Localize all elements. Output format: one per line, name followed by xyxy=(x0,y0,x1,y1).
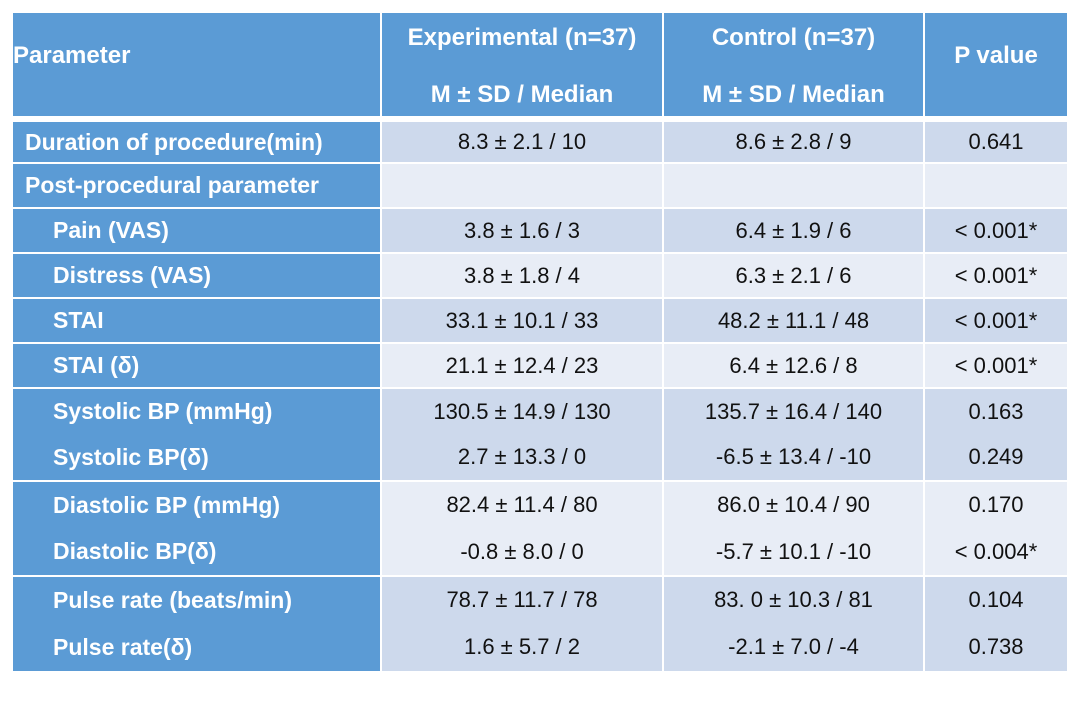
row-p-value: < 0.001* xyxy=(924,252,1067,298)
row-control: -5.7 ± 10.1 / -10 xyxy=(663,528,925,576)
table-row: Pulse rate(δ) 1.6 ± 5.7 / 2 -2.1 ± 7.0 /… xyxy=(13,623,1067,671)
row-p-value: < 0.001* xyxy=(924,342,1067,388)
header-row: Parameter Experimental (n=37) M ± SD / M… xyxy=(13,13,1067,122)
table-row: Distress (VAS) 3.8 ± 1.8 / 4 6.3 ± 2.1 /… xyxy=(13,252,1067,298)
row-p-value: 0.738 xyxy=(924,623,1067,671)
row-experimental: 3.8 ± 1.6 / 3 xyxy=(381,207,664,253)
row-control: 6.4 ± 1.9 / 6 xyxy=(663,207,925,253)
row-experimental: 3.8 ± 1.8 / 4 xyxy=(381,252,664,298)
row-experimental: 33.1 ± 10.1 / 33 xyxy=(381,297,664,343)
header-control-title: Control (n=37) xyxy=(711,24,876,51)
row-p-value: < 0.004* xyxy=(924,528,1067,576)
row-experimental xyxy=(381,162,664,208)
row-parameter: Diastolic BP (mmHg) xyxy=(13,480,382,528)
header-control: Control (n=37) M ± SD / Median xyxy=(663,13,925,122)
row-p-value: 0.163 xyxy=(924,387,1067,434)
row-parameter: Pulse rate(δ) xyxy=(13,623,382,671)
row-control: -6.5 ± 13.4 / -10 xyxy=(663,434,925,481)
table-row: Post-procedural parameter xyxy=(13,162,1067,208)
row-parameter: Systolic BP (mmHg) xyxy=(13,387,382,434)
row-parameter: STAI (δ) xyxy=(13,342,382,388)
row-experimental: 1.6 ± 5.7 / 2 xyxy=(381,623,664,671)
row-parameter: Distress (VAS) xyxy=(13,252,382,298)
row-control: 86.0 ± 10.4 / 90 xyxy=(663,480,925,528)
header-experimental: Experimental (n=37) M ± SD / Median xyxy=(381,13,664,122)
header-parameter: Parameter xyxy=(13,13,382,122)
row-control: 8.6 ± 2.8 / 9 xyxy=(663,119,925,163)
header-experimental-title: Experimental (n=37) xyxy=(407,24,637,51)
table-row: Duration of procedure(min) 8.3 ± 2.1 / 1… xyxy=(13,119,1067,163)
table-row: STAI (δ) 21.1 ± 12.4 / 23 6.4 ± 12.6 / 8… xyxy=(13,342,1067,388)
row-p-value: < 0.001* xyxy=(924,297,1067,343)
row-parameter: Duration of procedure(min) xyxy=(13,119,382,163)
row-control: 135.7 ± 16.4 / 140 xyxy=(663,387,925,434)
row-p-value xyxy=(924,162,1067,208)
row-experimental: 21.1 ± 12.4 / 23 xyxy=(381,342,664,388)
row-parameter: Systolic BP(δ) xyxy=(13,434,382,481)
row-control: -2.1 ± 7.0 / -4 xyxy=(663,623,925,671)
table-row: STAI 33.1 ± 10.1 / 33 48.2 ± 11.1 / 48 <… xyxy=(13,297,1067,343)
row-experimental: 82.4 ± 11.4 / 80 xyxy=(381,480,664,528)
row-experimental: -0.8 ± 8.0 / 0 xyxy=(381,528,664,576)
row-p-value: < 0.001* xyxy=(924,207,1067,253)
row-control: 83. 0 ± 10.3 / 81 xyxy=(663,575,925,623)
table-row: Diastolic BP (mmHg) 82.4 ± 11.4 / 80 86.… xyxy=(13,480,1067,528)
row-parameter: Pain (VAS) xyxy=(13,207,382,253)
table-row: Pulse rate (beats/min) 78.7 ± 11.7 / 78 … xyxy=(13,575,1067,623)
row-parameter: Diastolic BP(δ) xyxy=(13,528,382,576)
row-experimental: 8.3 ± 2.1 / 10 xyxy=(381,119,664,163)
row-experimental: 130.5 ± 14.9 / 130 xyxy=(381,387,664,434)
row-p-value: 0.249 xyxy=(924,434,1067,481)
row-experimental: 78.7 ± 11.7 / 78 xyxy=(381,575,664,623)
row-p-value: 0.170 xyxy=(924,480,1067,528)
header-experimental-subtitle: M ± SD / Median xyxy=(430,81,614,108)
header-p-value-label: P value xyxy=(954,42,1038,69)
row-parameter: Post-procedural parameter xyxy=(13,162,382,208)
row-control xyxy=(663,162,925,208)
table-row: Diastolic BP(δ) -0.8 ± 8.0 / 0 -5.7 ± 10… xyxy=(13,528,1067,576)
row-control: 6.4 ± 12.6 / 8 xyxy=(663,342,925,388)
row-control: 6.3 ± 2.1 / 6 xyxy=(663,252,925,298)
row-parameter: Pulse rate (beats/min) xyxy=(13,575,382,623)
row-p-value: 0.641 xyxy=(924,119,1067,163)
row-parameter: STAI xyxy=(13,297,382,343)
results-table: Parameter Experimental (n=37) M ± SD / M… xyxy=(13,13,1067,671)
row-experimental: 2.7 ± 13.3 / 0 xyxy=(381,434,664,481)
table-row: Systolic BP(δ) 2.7 ± 13.3 / 0 -6.5 ± 13.… xyxy=(13,434,1067,481)
row-control: 48.2 ± 11.1 / 48 xyxy=(663,297,925,343)
header-parameter-label: Parameter xyxy=(13,42,131,69)
header-p-value: P value xyxy=(924,13,1067,122)
header-control-subtitle: M ± SD / Median xyxy=(702,81,885,108)
table-row: Systolic BP (mmHg) 130.5 ± 14.9 / 130 13… xyxy=(13,387,1067,434)
row-p-value: 0.104 xyxy=(924,575,1067,623)
table-row: Pain (VAS) 3.8 ± 1.6 / 3 6.4 ± 1.9 / 6 <… xyxy=(13,207,1067,253)
